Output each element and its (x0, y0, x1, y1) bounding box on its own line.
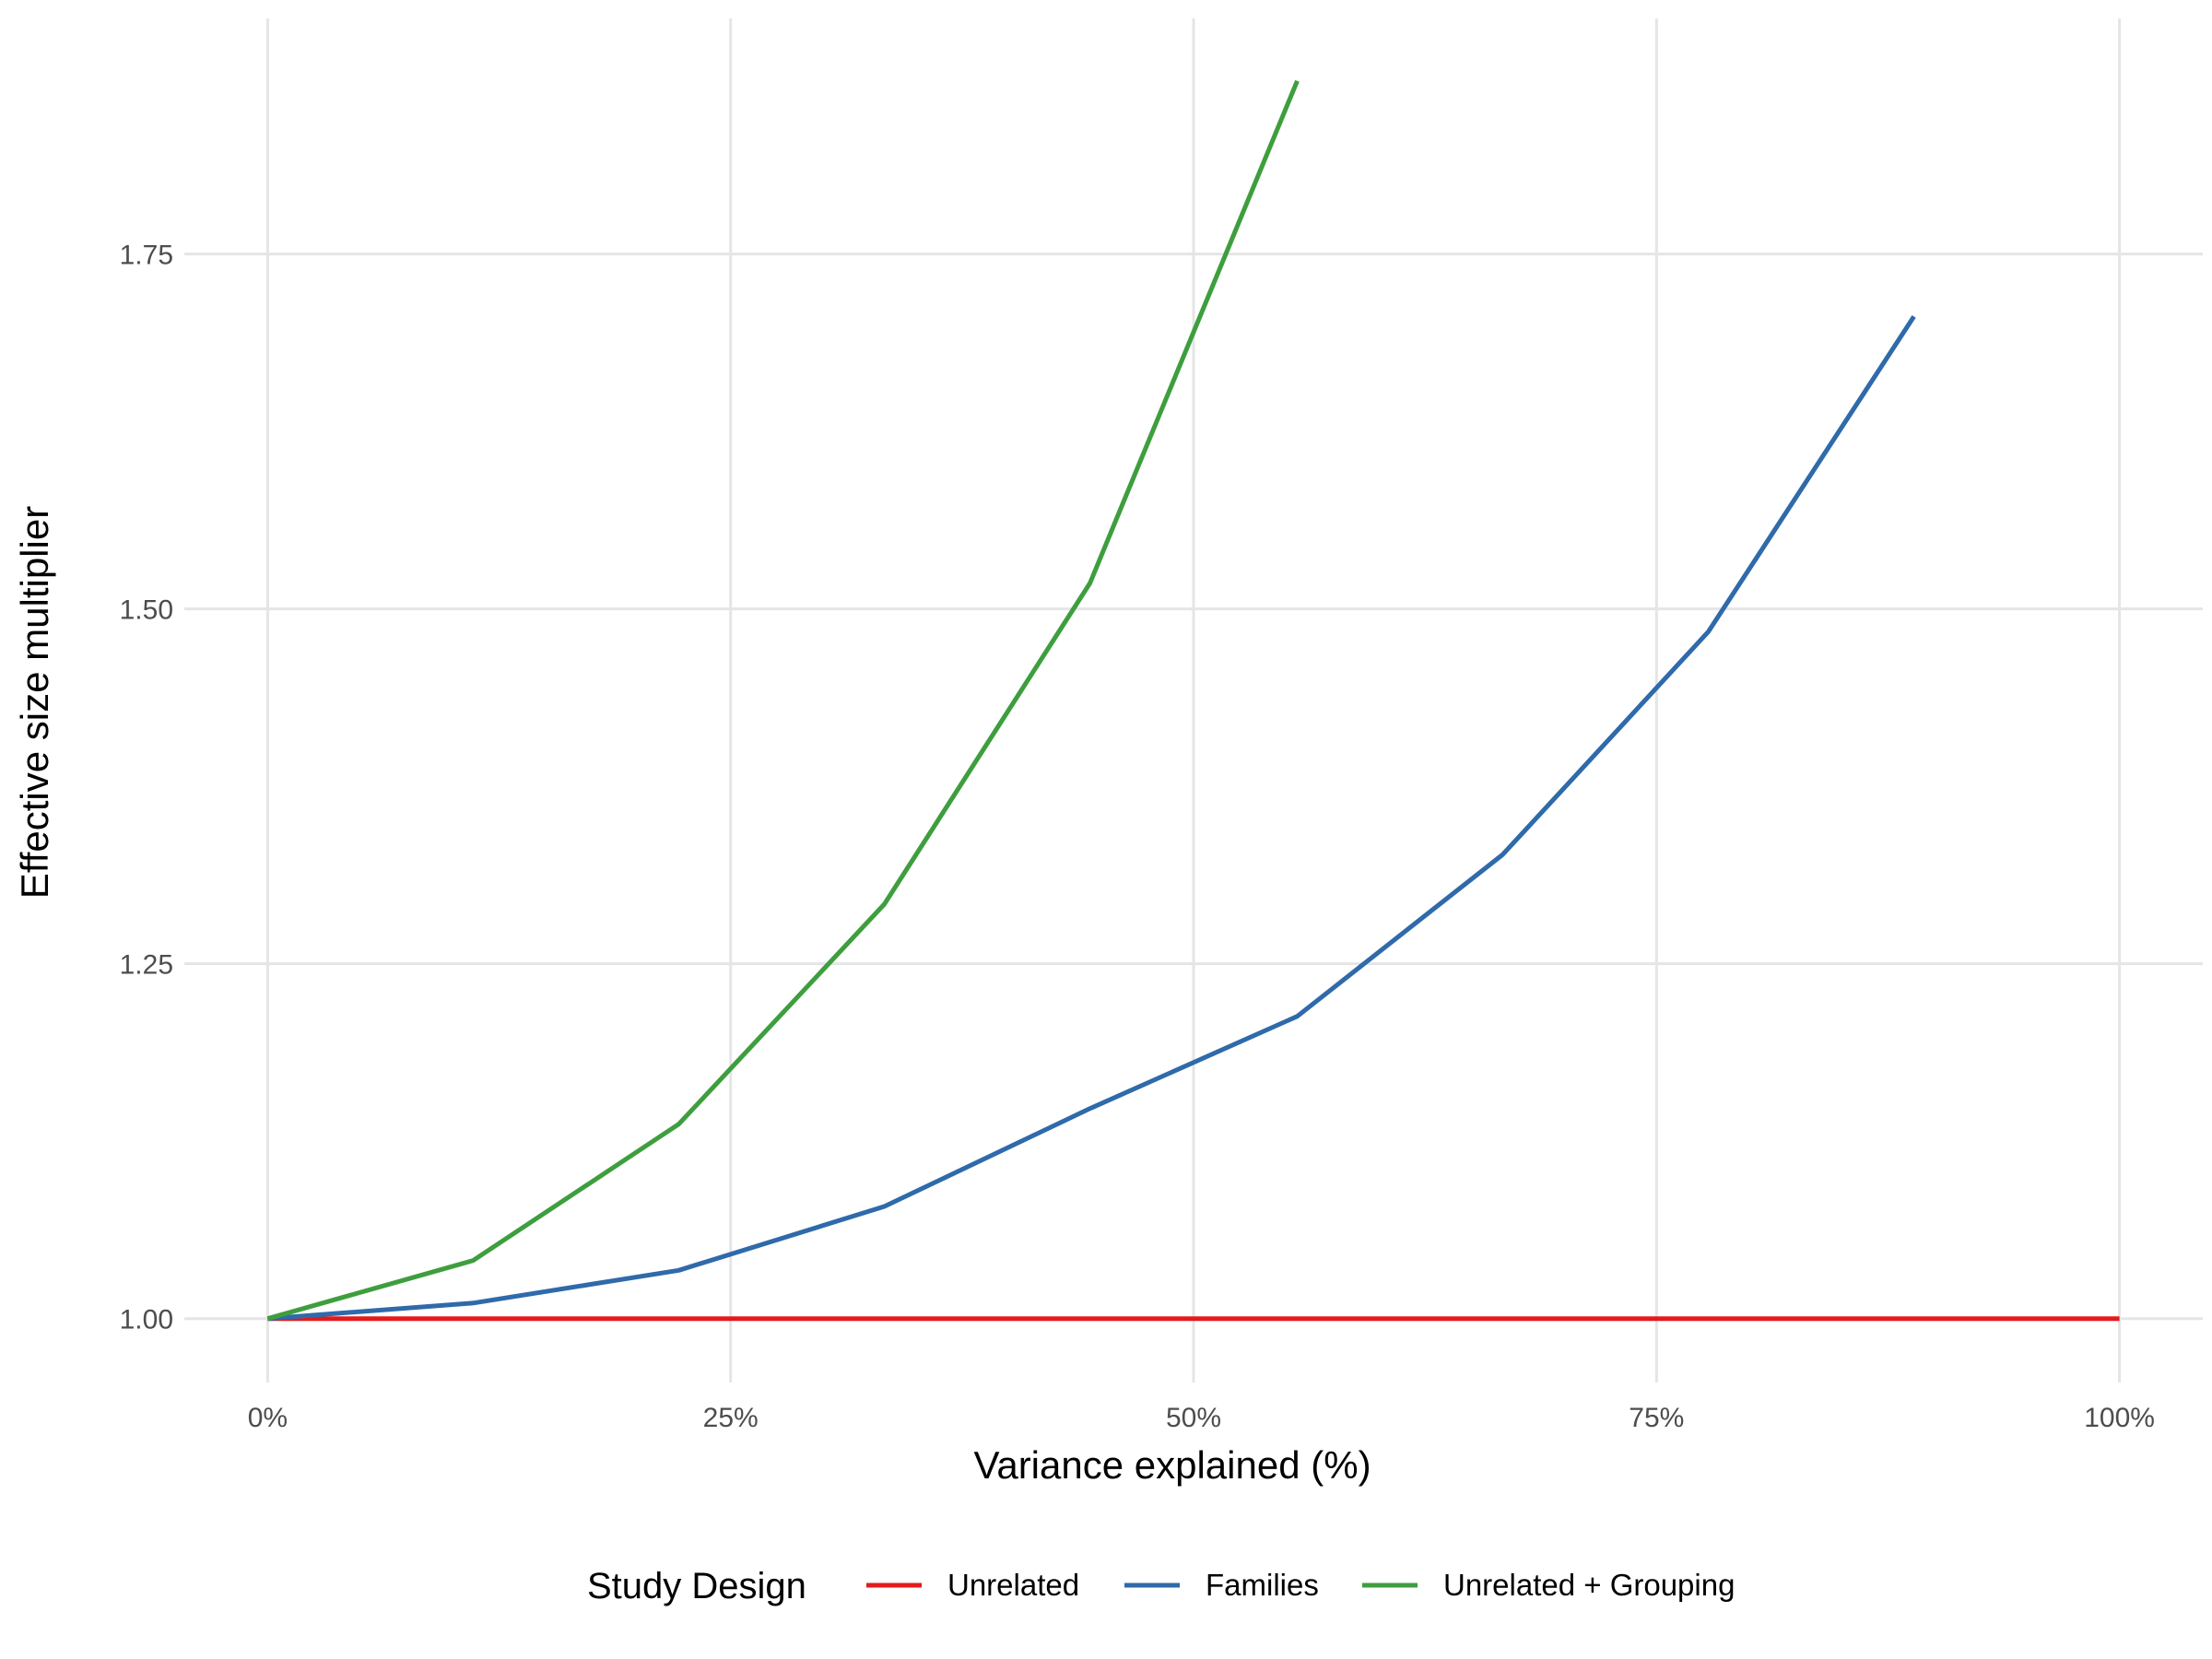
legend-label-unrelated: Unrelated (947, 1568, 1079, 1602)
legend: Study Design Unrelated Families Unrelated … (587, 1566, 1735, 1606)
y-tick-label: 1.75 (120, 241, 173, 271)
y-tick-label: 1.00 (120, 1305, 173, 1335)
x-axis-title: Variance explained (%) (973, 1443, 1371, 1487)
legend-label-unrelated-grouping: Unrelated + Grouping (1443, 1568, 1735, 1602)
y-axis-title: Effective size multiplier (13, 506, 56, 899)
x-tick-label: 100% (2084, 1403, 2155, 1433)
y-axis-ticks: 1.00 1.25 1.50 1.75 (120, 241, 173, 1335)
series-line-families (267, 315, 1916, 1322)
y-tick-label: 1.50 (120, 595, 173, 626)
series-line-unrelated-grouping (266, 79, 1300, 1322)
x-tick-label: 0% (248, 1403, 288, 1433)
y-tick-label: 1.25 (120, 950, 173, 981)
legend-label-families: Families (1206, 1568, 1319, 1602)
x-tick-label: 50% (1166, 1403, 1221, 1433)
series-lines (266, 79, 2120, 1322)
x-tick-label: 25% (703, 1403, 759, 1433)
x-axis-ticks: 0% 25% 50% 75% 100% (248, 1403, 2155, 1433)
legend-title: Study Design (587, 1566, 806, 1606)
legend-items: Unrelated Families Unrelated + Grouping (866, 1568, 1735, 1602)
x-tick-label: 75% (1629, 1403, 1684, 1433)
